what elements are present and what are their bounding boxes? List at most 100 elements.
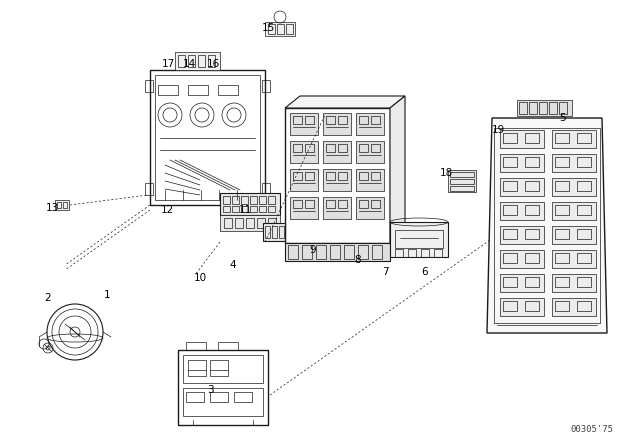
- Bar: [232, 206, 239, 212]
- Bar: [57, 202, 61, 208]
- Bar: [268, 206, 275, 212]
- Bar: [503, 277, 517, 287]
- Bar: [293, 172, 302, 180]
- Bar: [539, 102, 547, 114]
- Bar: [359, 116, 368, 124]
- Bar: [529, 102, 537, 114]
- Bar: [241, 196, 248, 204]
- Bar: [450, 172, 474, 177]
- Bar: [525, 133, 539, 143]
- Bar: [290, 169, 318, 191]
- Bar: [577, 181, 591, 191]
- Bar: [577, 301, 591, 311]
- Bar: [305, 200, 314, 208]
- Bar: [503, 301, 517, 311]
- Text: 4: 4: [230, 260, 236, 270]
- Text: 1: 1: [104, 290, 110, 300]
- Bar: [552, 130, 596, 148]
- Bar: [356, 169, 384, 191]
- Bar: [358, 245, 368, 259]
- Bar: [549, 102, 557, 114]
- Bar: [500, 178, 544, 196]
- Bar: [450, 179, 474, 184]
- Bar: [290, 113, 318, 135]
- Bar: [356, 197, 384, 219]
- Bar: [555, 277, 569, 287]
- Bar: [250, 196, 257, 204]
- Bar: [552, 226, 596, 244]
- Bar: [500, 250, 544, 268]
- Bar: [323, 113, 351, 135]
- Bar: [500, 274, 544, 292]
- Bar: [178, 350, 268, 425]
- Bar: [500, 130, 544, 148]
- Bar: [223, 206, 230, 212]
- Bar: [323, 141, 351, 163]
- Bar: [577, 253, 591, 263]
- Bar: [178, 55, 185, 67]
- Bar: [55, 200, 69, 210]
- Bar: [503, 205, 517, 215]
- Bar: [503, 181, 517, 191]
- Bar: [555, 205, 569, 215]
- Bar: [552, 298, 596, 316]
- Bar: [525, 301, 539, 311]
- Polygon shape: [487, 118, 607, 333]
- Bar: [263, 223, 285, 241]
- Bar: [145, 183, 153, 195]
- Bar: [183, 388, 263, 416]
- Bar: [552, 178, 596, 196]
- Bar: [220, 215, 280, 231]
- Bar: [503, 157, 517, 167]
- Bar: [577, 277, 591, 287]
- Text: 19: 19: [492, 125, 504, 135]
- Bar: [158, 85, 178, 95]
- Bar: [290, 197, 318, 219]
- Bar: [525, 205, 539, 215]
- Bar: [183, 355, 263, 383]
- Bar: [323, 169, 351, 191]
- Bar: [371, 144, 380, 152]
- Polygon shape: [390, 96, 405, 243]
- Bar: [218, 342, 238, 350]
- Bar: [290, 141, 318, 163]
- Bar: [155, 75, 260, 200]
- Text: 13: 13: [45, 203, 59, 213]
- Bar: [395, 249, 403, 257]
- Bar: [359, 200, 368, 208]
- Bar: [241, 206, 248, 212]
- Bar: [279, 226, 284, 238]
- Bar: [302, 245, 312, 259]
- Bar: [262, 80, 270, 92]
- Bar: [500, 298, 544, 316]
- Bar: [555, 133, 569, 143]
- Bar: [519, 102, 527, 114]
- Bar: [555, 229, 569, 239]
- Text: 2: 2: [45, 293, 51, 303]
- Bar: [316, 245, 326, 259]
- Bar: [285, 108, 390, 243]
- Text: 15: 15: [261, 23, 275, 33]
- Bar: [503, 229, 517, 239]
- Polygon shape: [285, 96, 405, 108]
- Bar: [326, 116, 335, 124]
- Text: 00305'75: 00305'75: [570, 426, 614, 435]
- Bar: [577, 133, 591, 143]
- Bar: [259, 206, 266, 212]
- Bar: [500, 202, 544, 220]
- Bar: [525, 253, 539, 263]
- Bar: [371, 200, 380, 208]
- Bar: [503, 253, 517, 263]
- Bar: [338, 116, 347, 124]
- Bar: [250, 206, 257, 212]
- Bar: [285, 243, 390, 261]
- Bar: [268, 196, 275, 204]
- Bar: [330, 245, 340, 259]
- Text: 7: 7: [381, 267, 388, 277]
- Bar: [555, 157, 569, 167]
- Bar: [265, 22, 295, 36]
- Bar: [198, 55, 205, 67]
- Bar: [552, 154, 596, 172]
- Bar: [305, 172, 314, 180]
- Bar: [338, 144, 347, 152]
